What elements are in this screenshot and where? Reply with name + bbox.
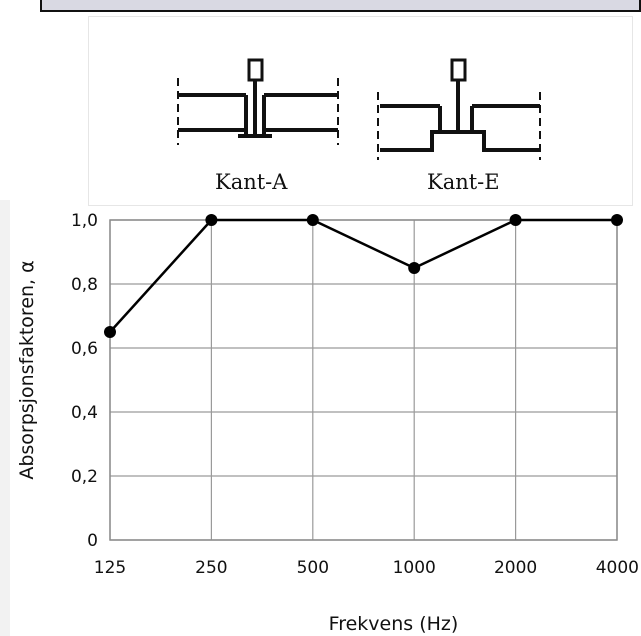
x-tick-label: 2000: [494, 558, 537, 578]
data-point: [104, 326, 116, 338]
y-tick-label: 0,4: [71, 403, 98, 423]
left-margin-strip: [0, 200, 10, 636]
y-tick-label: 1,0: [71, 211, 98, 231]
x-axis-title: Frekvens (Hz): [329, 613, 459, 635]
data-point: [408, 262, 421, 274]
kant-e-profile-drawing: [377, 58, 541, 160]
x-tick-label: 500: [297, 558, 329, 578]
y-tick-label: 0,6: [71, 339, 98, 359]
data-point: [509, 214, 522, 226]
x-tick-label: 1000: [393, 558, 436, 578]
y-tick-label: 0,2: [71, 467, 98, 487]
data-point: [306, 214, 319, 226]
data-point: [611, 214, 623, 226]
y-tick-label: 0,8: [71, 275, 98, 295]
header-bar: [40, 0, 641, 12]
data-point: [205, 214, 218, 226]
kant-a-profile-drawing: [177, 58, 339, 145]
x-tick-label: 4000: [596, 558, 639, 578]
x-tick-label: 250: [195, 558, 227, 578]
x-tick-label: 125: [94, 558, 126, 578]
y-tick-label: 0: [87, 531, 98, 551]
kant-a-label: Kant-A: [215, 170, 288, 194]
plot-frame: [109, 219, 618, 541]
plot-area: [110, 220, 617, 540]
kant-e-label: Kant-E: [427, 170, 500, 194]
series-line: [109, 218, 617, 333]
y-axis-title: Absorpsjonsfaktoren, α: [16, 260, 38, 479]
